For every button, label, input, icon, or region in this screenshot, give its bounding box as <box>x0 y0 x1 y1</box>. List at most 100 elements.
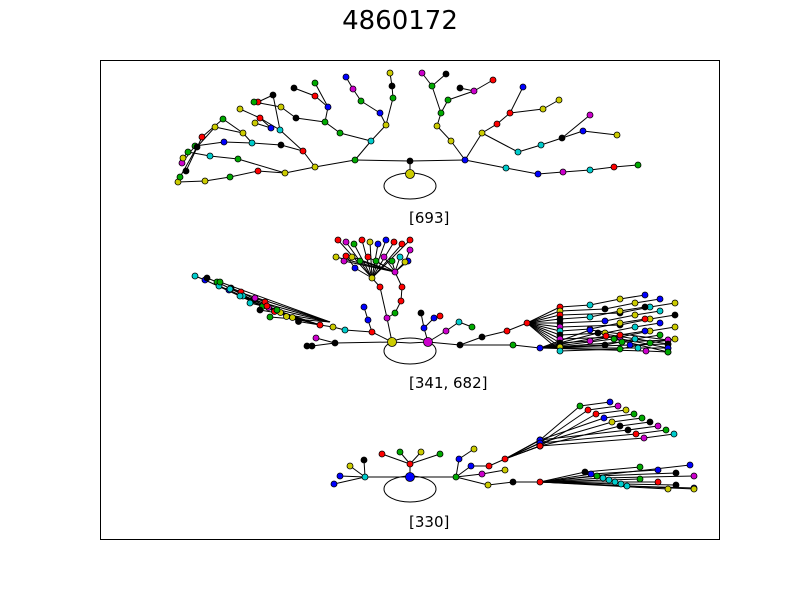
tree-node <box>331 481 337 487</box>
tree-node <box>391 239 397 245</box>
tree-edge <box>644 434 674 438</box>
tree-node <box>358 98 364 104</box>
tree-node <box>469 324 475 330</box>
tree-edge <box>482 133 518 152</box>
tree-node <box>537 345 543 351</box>
tree-edge <box>560 321 605 323</box>
tree-node <box>379 451 385 457</box>
tree-node <box>390 95 396 101</box>
tree-node <box>673 470 679 476</box>
tree-node <box>643 348 649 354</box>
tree-node <box>257 115 263 121</box>
tree-node <box>582 469 588 475</box>
tree-node <box>399 241 405 247</box>
tree-node <box>252 295 258 301</box>
tree-node <box>602 318 608 324</box>
tree-edge <box>560 305 590 307</box>
tree-node <box>407 247 413 253</box>
tree-node <box>510 342 516 348</box>
tree-node <box>406 473 415 482</box>
tree-node <box>672 312 678 318</box>
tree-edge <box>588 406 618 410</box>
tree-edge <box>596 410 626 414</box>
tree-node <box>317 322 323 328</box>
tree-edge <box>635 299 660 303</box>
tree-node <box>524 320 530 326</box>
tree-node <box>255 168 261 174</box>
tree-node <box>389 83 395 89</box>
tree-node <box>485 482 491 488</box>
tree-node <box>577 403 583 409</box>
tree-edge <box>210 156 238 159</box>
tree-edge <box>513 345 540 348</box>
tree-node <box>347 463 353 469</box>
tree-edge <box>505 446 540 459</box>
tree-node <box>202 178 208 184</box>
tree-node <box>588 471 594 477</box>
tree-edge <box>465 133 482 160</box>
tree-node <box>362 474 368 480</box>
tree-node <box>691 473 697 479</box>
tree-node <box>657 296 663 302</box>
tree-node <box>602 342 608 348</box>
tree-edge <box>178 181 205 182</box>
tree-node <box>407 461 413 467</box>
tree-node <box>624 483 630 489</box>
tree-node <box>419 70 425 76</box>
tree-node <box>237 106 243 112</box>
tree-node <box>632 324 638 330</box>
tree-node <box>300 148 306 154</box>
tree-node <box>274 307 280 313</box>
tree-node <box>617 296 623 302</box>
tree-node <box>399 284 405 290</box>
tree-edge <box>273 95 280 130</box>
tree-edge <box>465 160 506 168</box>
tree-edge <box>506 168 538 174</box>
tree-node <box>270 92 276 98</box>
tree-edge <box>635 311 660 315</box>
tree-node <box>204 275 210 281</box>
tree-edge <box>628 426 658 430</box>
tree-node <box>632 300 638 306</box>
tree-node <box>352 265 358 271</box>
tree-node <box>510 479 516 485</box>
tree-edge <box>560 317 590 319</box>
tree-node <box>406 170 415 179</box>
tree-node <box>673 482 679 488</box>
tree-node <box>587 167 593 173</box>
tree-node <box>177 174 183 180</box>
tree-node <box>388 338 397 347</box>
tree-node <box>479 334 485 340</box>
tree-node <box>556 97 562 103</box>
tree-node <box>453 474 459 480</box>
tree-node <box>424 338 433 347</box>
tree-node <box>445 97 451 103</box>
tree-edge <box>604 414 634 418</box>
tree-node <box>617 308 623 314</box>
tree-node <box>383 122 389 128</box>
tree-node <box>296 319 302 325</box>
tree-node <box>655 479 661 485</box>
tree-node <box>457 342 463 348</box>
tree-node <box>617 320 623 326</box>
tree-node <box>502 456 508 462</box>
tree-edge <box>540 482 668 489</box>
tree-node <box>407 158 413 164</box>
tree-node <box>330 324 336 330</box>
tree-node <box>350 86 356 92</box>
tree-edge <box>312 343 335 346</box>
tree-node <box>609 419 615 425</box>
tree-node <box>337 130 343 136</box>
tree-node <box>471 88 477 94</box>
tree-node <box>623 407 629 413</box>
tree-node <box>642 328 648 334</box>
tree-node <box>227 174 233 180</box>
tree-node <box>220 116 226 122</box>
tree-edge <box>230 171 258 177</box>
tree-node <box>313 335 319 341</box>
tree-edge <box>580 402 610 406</box>
tree-node <box>365 254 371 260</box>
tree-node <box>368 138 374 144</box>
tree-node <box>421 325 427 331</box>
tree-node <box>672 300 678 306</box>
